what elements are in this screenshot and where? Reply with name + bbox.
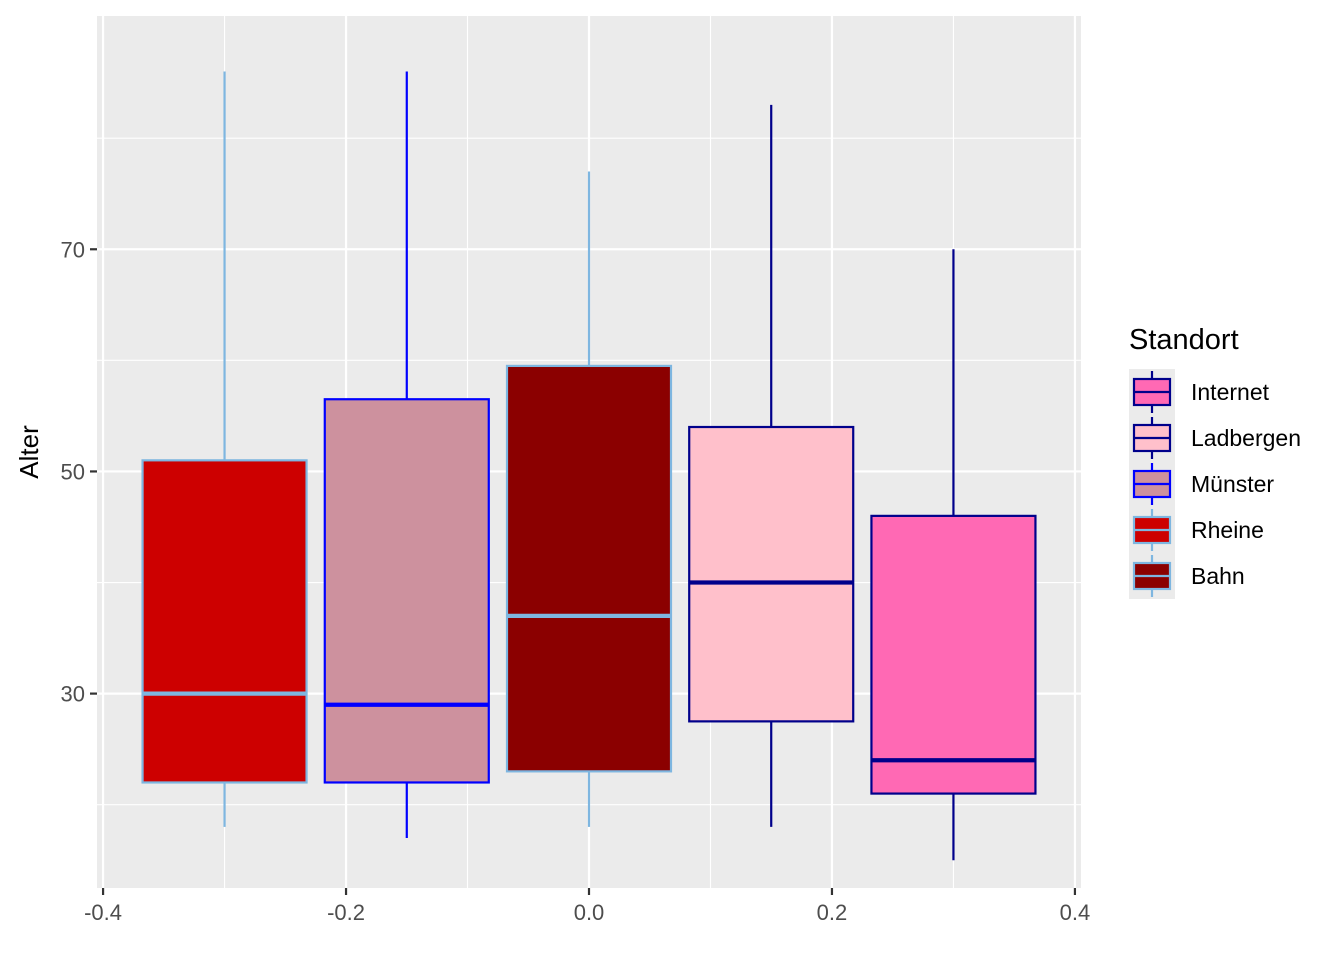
legend-item: Ladbergen xyxy=(1129,415,1301,461)
box-body xyxy=(323,398,490,784)
legend-item: Rheine xyxy=(1129,507,1264,553)
box-group xyxy=(505,171,673,827)
legend: Standort Internet Ladbergen Münster Rheine B… xyxy=(1129,324,1301,599)
legend-label: Bahn xyxy=(1191,563,1245,589)
legend-label: Internet xyxy=(1191,379,1270,405)
box-body xyxy=(141,459,308,784)
x-tick-label: 0.0 xyxy=(574,900,605,925)
box-group xyxy=(870,249,1037,861)
legend-label: Ladbergen xyxy=(1191,425,1301,451)
legend-title: Standort xyxy=(1129,324,1239,356)
box-body xyxy=(505,364,673,773)
x-tick-label: 0.4 xyxy=(1060,900,1091,925)
box-group xyxy=(141,71,308,827)
boxes xyxy=(141,71,1037,861)
legend-item: Internet xyxy=(1129,369,1270,415)
legend-item: Bahn xyxy=(1129,553,1245,599)
y-tick-label: 30 xyxy=(61,682,85,707)
y-axis-title: Alter xyxy=(14,425,44,479)
box-body xyxy=(688,425,855,723)
box-group xyxy=(323,71,490,839)
y-tick-label: 50 xyxy=(61,459,85,484)
box-body xyxy=(870,514,1037,795)
legend-label: Rheine xyxy=(1191,517,1264,543)
legend-label: Münster xyxy=(1191,471,1274,497)
y-axis: 30 50 70 xyxy=(61,237,97,707)
legend-item: Münster xyxy=(1129,461,1274,507)
box-group xyxy=(688,104,855,827)
x-tick-label: 0.2 xyxy=(817,900,848,925)
x-axis: -0.4 -0.2 0.0 0.2 0.4 xyxy=(84,888,1090,925)
x-tick-label: -0.4 xyxy=(84,900,122,925)
x-tick-label: -0.2 xyxy=(327,900,365,925)
y-tick-label: 70 xyxy=(61,237,85,262)
